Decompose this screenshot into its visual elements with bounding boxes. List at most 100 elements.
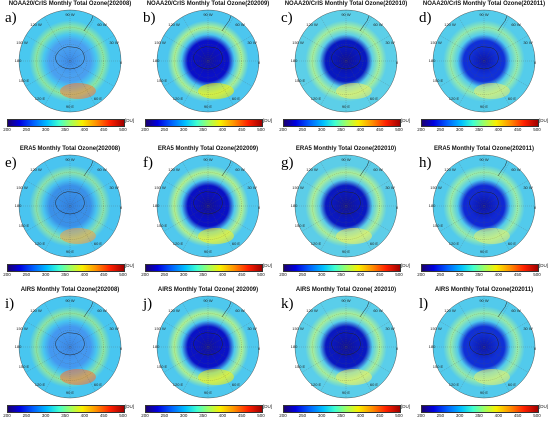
map-boundary [294,9,398,113]
colorbar-tick-label: 400 [494,127,503,132]
panel-letter: f) [141,155,155,171]
panel-title: ERA5 Monthly Total Ozone(202010) [295,146,397,152]
south-america-coastline [83,301,94,318]
grid-label: 0 [258,205,261,210]
colorbar-tick-label: 200 [141,272,149,277]
grid-label: 120 E [35,241,46,246]
grid-label: 180 [429,344,436,349]
colorbar-tick-label: 300 [41,127,50,132]
colorbar-ticks: 200 250 300 350 400 450 500 [279,127,403,133]
panel-title: ERA5 Monthly Total Ozone(202009) [157,146,259,152]
grid-label: 90 W [479,298,489,303]
grid-label: 180 [429,58,436,63]
grid-label: 30 W [385,326,395,331]
colorbar-tick-label: 300 [41,272,50,277]
colorbar-tick-label: 200 [3,413,11,418]
antarctica-coastline [55,332,85,356]
grid-label: 150 W [430,326,442,331]
polar-map-svg: 90 W 120 W 150 W 180 150 E 60 W 30 W 0 120 E 90 E… [15,9,123,113]
colorbar-tick-label: 200 [141,413,149,418]
colorbar-tick-label: 200 [417,413,425,418]
grid-label: 150 W [430,40,442,45]
grid-label: 150 E [19,223,30,228]
grid-label: 90 E [342,104,351,109]
colorbar-tick-label: 350 [337,127,345,132]
colorbar-ticks: 200 250 300 350 400 450 500 [3,272,127,278]
grid-label: 180 [291,58,298,63]
colorbar-tick-label: 450 [513,413,522,418]
grid-label: 30 W [523,326,533,331]
longitude-gridline [25,180,115,232]
grid-label: 150 E [157,223,168,228]
map-boundary [18,9,122,113]
colorbar-tick-label: 250 [160,272,169,277]
colorbar-ticks: 200 250 300 350 400 450 500 [279,272,403,278]
grid-label: 120 W [30,22,42,27]
colorbar-tick-label: 500 [257,127,265,132]
colorbar-unit: [DU] [263,404,272,409]
ozone-maximum-region [474,228,510,244]
grid-label: 0 [258,346,261,351]
map-boundary [18,154,122,258]
colorbar-tick-label: 350 [337,413,345,418]
panel-letter: i) [3,296,17,312]
colorbar-unit: [DU] [539,263,548,268]
panel-letter: c) [279,10,295,26]
panel-letter: k) [279,296,296,312]
grid-label: 90 W [479,157,489,162]
panel-letter: h) [417,155,434,171]
polar-map-svg: 90 W 120 W 150 W 180 150 E 60 W 30 W 0 120 E 90 E… [153,154,261,258]
south-america-coastline [221,160,232,177]
colorbar-tick-label: 300 [455,413,464,418]
colorbar-tick-label: 300 [317,127,326,132]
grid-label: 180 [153,203,160,208]
polar-map-svg: 90 W 120 W 150 W 180 150 E 60 W 30 W 0 120 E 90 E… [291,9,399,113]
colorbar-tick-label: 400 [218,413,227,418]
grid-label: 180 [291,203,298,208]
grid-label: 90 E [342,390,351,395]
grid-label: 150 E [433,78,444,83]
grid-label: 120 E [311,96,322,101]
colorbar-tick-label: 450 [237,127,246,132]
colorbar-tick-label: 400 [218,127,227,132]
antarctica-coastline [469,332,499,356]
grid-label: 180 [153,344,160,349]
antarctica-coastline [331,46,361,70]
colorbar-tick-label: 200 [417,272,425,277]
south-america-coastline [221,15,232,32]
grid-label: 150 E [157,364,168,369]
polar-map-svg: 90 W 120 W 150 W 180 150 E 60 W 30 W 0 120 E 90 E… [291,154,399,258]
grid-label: 90 W [341,298,351,303]
colorbar-tick-label: 450 [513,127,522,132]
map-panel: ERA5 Monthly Total Ozone(202009) 90 W 120 … [140,145,276,287]
south-america-coastline [83,15,94,32]
longitude-gridline [439,35,529,87]
map-panel: NOAA20/CrIS Monthly Total Ozone(202011) 9… [416,0,550,142]
grid-label: 60 W [511,22,521,27]
south-america-coastline [497,15,508,32]
grid-label: 60 W [373,22,383,27]
colorbar-tick-label: 450 [99,127,108,132]
grid-label: 90 E [204,104,213,109]
map-boundary [156,154,260,258]
polar-map-svg: 90 W 120 W 150 W 180 150 E 60 W 30 W 0 120 E 90 E… [153,295,261,399]
colorbar-tick-label: 200 [279,127,287,132]
south-america-coastline [497,301,508,318]
colorbar-tick-label: 500 [119,413,127,418]
colorbar-unit: [DU] [263,118,272,123]
grid-label: 60 W [97,167,107,172]
grid-label: 120 E [449,382,460,387]
colorbar-tick-label: 450 [375,413,384,418]
grid-label: 60 E [370,382,379,387]
colorbar-tick-label: 500 [533,413,541,418]
polar-ozone-map: 90 W 120 W 150 W 180 150 E 60 W 30 W 0 120 E 90 E… [140,8,276,114]
panel-title: AIRS Monthly Total Ozone(202011) [434,287,534,293]
colorbar-tick-label: 400 [494,272,503,277]
grid-label: 120 W [444,22,456,27]
colorbar-unit: [DU] [539,118,548,123]
polar-map-svg: 90 W 120 W 150 W 180 150 E 60 W 30 W 0 120 E 90 E… [429,9,537,113]
polar-ozone-map: 90 W 120 W 150 W 180 150 E 60 W 30 W 0 120 E 90 E… [140,153,276,259]
colorbar-tick-label: 400 [356,127,365,132]
colorbar-tick-label: 200 [141,127,149,132]
grid-label: 30 W [109,185,119,190]
